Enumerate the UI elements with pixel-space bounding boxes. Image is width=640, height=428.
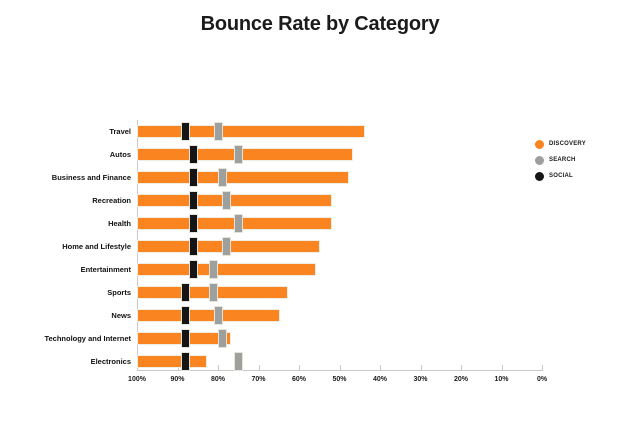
x-axis-tick-label: 80% <box>210 376 225 383</box>
x-axis-line <box>137 370 543 371</box>
discovery-bar <box>138 310 279 321</box>
social-marker <box>190 192 198 209</box>
category-label: Travel <box>109 126 131 136</box>
x-axis-tick-label: 70% <box>251 376 266 383</box>
category-label: Sports <box>107 287 131 297</box>
x-axis-tick <box>542 365 543 370</box>
x-axis-tick <box>461 365 462 370</box>
x-axis-tick-label: 20% <box>453 376 468 383</box>
legend-label: SOCIAL <box>549 173 573 179</box>
chart-title: Bounce Rate by Category <box>200 13 440 35</box>
category-label: Recreation <box>92 195 131 205</box>
social-marker <box>190 238 198 255</box>
social-marker <box>190 215 198 232</box>
category-label: Technology and Internet <box>44 333 131 343</box>
search-marker <box>214 307 222 324</box>
search-marker <box>234 146 242 163</box>
search-marker <box>234 353 242 370</box>
legend-item-social: SOCIAL <box>535 171 586 181</box>
legend-swatch-social <box>535 171 544 181</box>
social-marker <box>182 307 190 324</box>
category-label: Electronics <box>90 356 131 366</box>
category-label: Autos <box>109 149 131 159</box>
search-marker <box>218 330 226 347</box>
social-marker <box>190 261 198 278</box>
x-axis-tick <box>299 365 300 370</box>
discovery-bar <box>138 126 364 137</box>
x-axis-tick-label: 0% <box>536 376 548 383</box>
x-axis-tick <box>380 365 381 370</box>
search-marker <box>218 169 226 186</box>
x-axis-tick-label: 90% <box>170 376 185 383</box>
x-axis-tick <box>137 365 138 370</box>
x-axis-tick-label: 50% <box>332 376 347 383</box>
x-axis-tick-label: 10% <box>494 376 509 383</box>
legend: DISCOVERY SEARCH SOCIAL <box>535 139 586 187</box>
search-marker <box>234 215 242 232</box>
discovery-bar <box>138 218 332 229</box>
x-axis-tick <box>420 365 422 370</box>
x-axis-tick <box>177 365 179 370</box>
category-label: Entertainment <box>80 264 131 274</box>
x-axis-tick-label: 30% <box>413 376 428 383</box>
legend-swatch-search <box>535 155 544 165</box>
social-marker <box>182 284 190 301</box>
social-marker <box>182 330 190 347</box>
category-label: Health <box>108 218 131 228</box>
social-marker <box>190 146 198 163</box>
search-marker <box>214 123 222 140</box>
category-label: Home and Lifestyle <box>62 241 131 251</box>
x-axis-tick <box>501 365 503 370</box>
search-marker <box>222 192 230 209</box>
legend-swatch-discovery <box>535 139 544 149</box>
legend-item-discovery: DISCOVERY <box>535 139 586 149</box>
discovery-bar <box>138 195 332 206</box>
social-marker <box>190 169 198 186</box>
search-marker <box>210 261 218 278</box>
discovery-bar <box>138 356 206 367</box>
x-axis-tick <box>218 365 219 370</box>
social-marker <box>182 353 190 370</box>
x-axis-tick <box>258 365 260 370</box>
legend-label: DISCOVERY <box>549 141 586 147</box>
discovery-bar <box>138 264 316 275</box>
category-label: News <box>111 310 131 320</box>
category-label: Business and Finance <box>51 172 131 182</box>
x-axis-tick <box>339 365 341 370</box>
search-marker <box>210 284 218 301</box>
x-axis-tick-label: 60% <box>291 376 306 383</box>
social-marker <box>182 123 190 140</box>
x-axis-tick-label: 100% <box>128 376 146 383</box>
discovery-bar <box>138 149 352 160</box>
legend-label: SEARCH <box>549 157 576 163</box>
discovery-bar <box>138 172 348 183</box>
y-axis-line <box>137 120 138 370</box>
search-marker <box>222 238 230 255</box>
x-axis-tick-label: 40% <box>372 376 387 383</box>
legend-item-search: SEARCH <box>535 155 586 165</box>
